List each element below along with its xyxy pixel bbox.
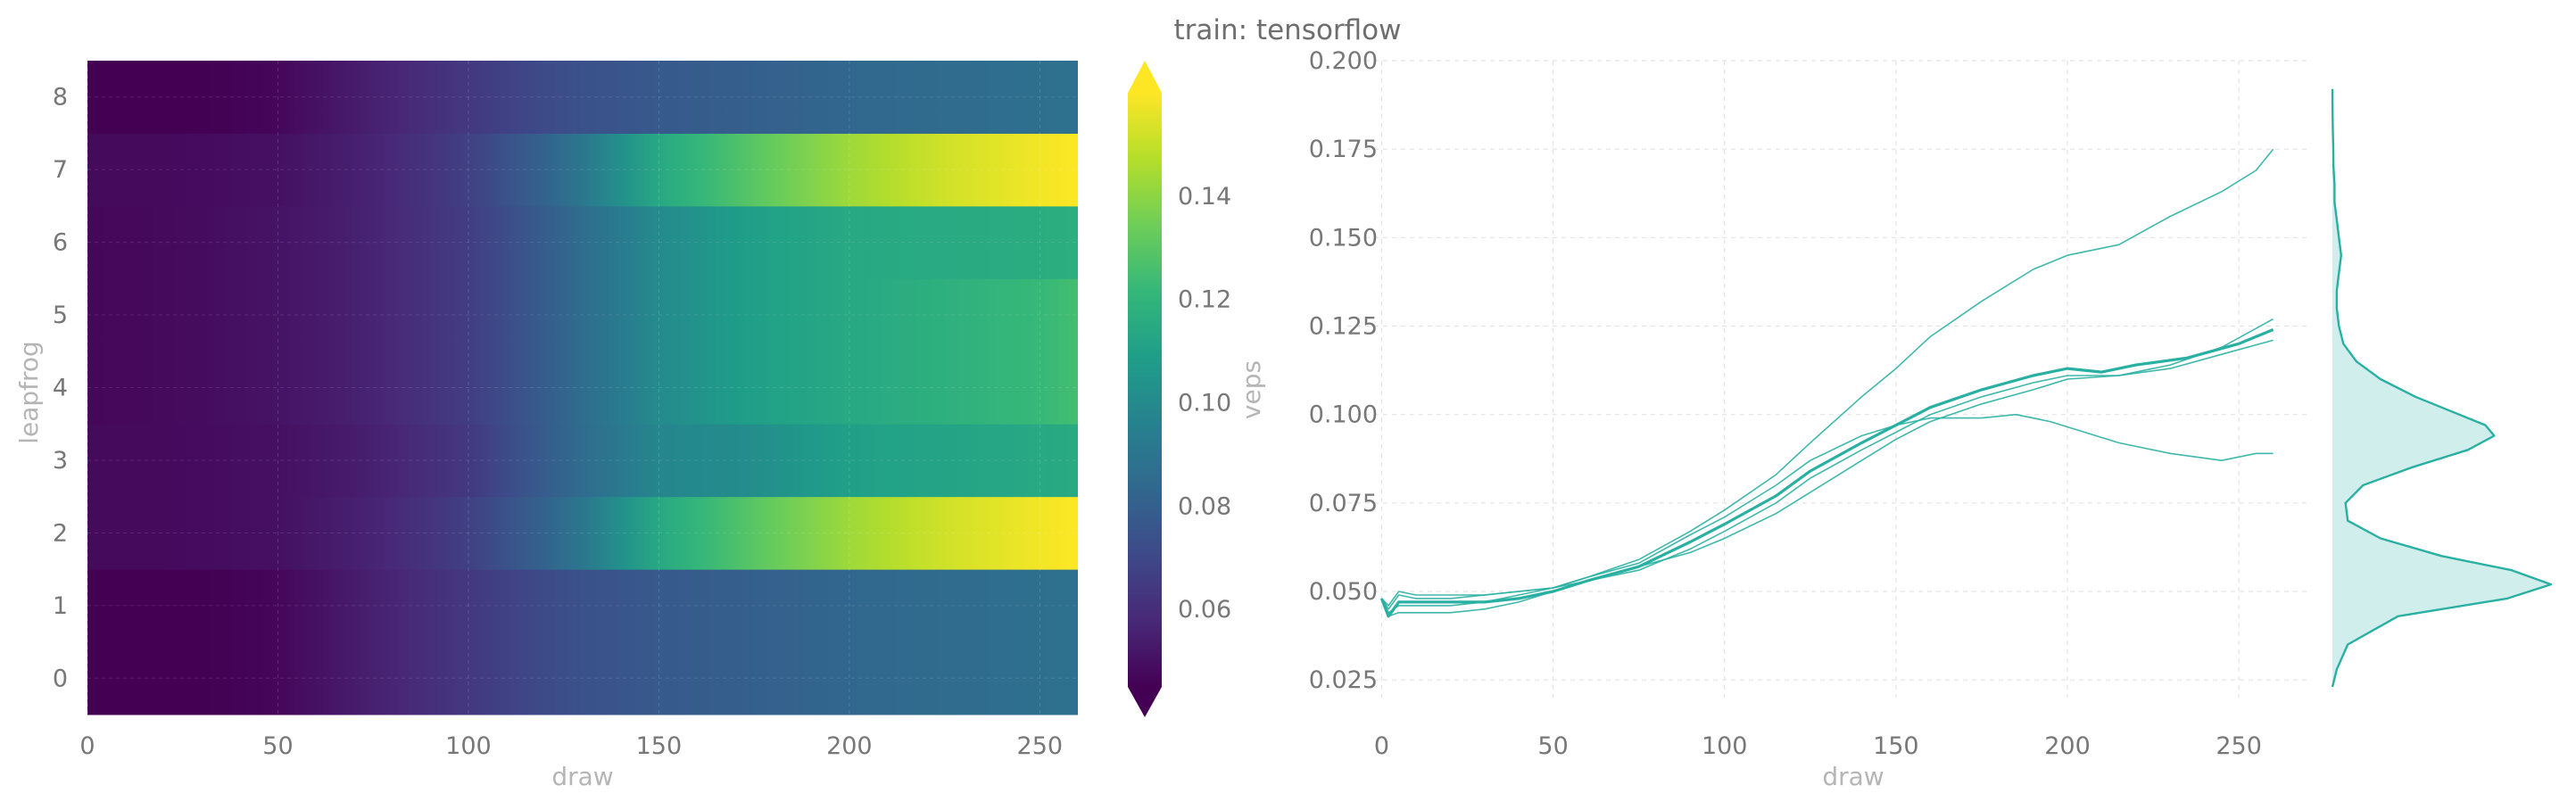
heatmap-y-tick-label: 8 [53, 84, 68, 112]
line-chart-x-ticks: 0 50 100 150 200 250 [1374, 732, 2262, 760]
heatmap-row-7 [87, 133, 1078, 207]
line-chart-series [1379, 148, 2274, 618]
line-series-4 [1380, 318, 2274, 617]
density-curve [2331, 88, 2553, 688]
heatmap-row-8 [87, 61, 1078, 134]
line-chart-y-tick-label: 0.050 [1309, 578, 1378, 606]
heatmap-cells [87, 61, 1078, 715]
heatmap-row-5 [87, 278, 1078, 352]
line-series-3 [1380, 339, 2274, 614]
heatmap-row-0 [87, 641, 1078, 715]
line-chart-x-tick-label: 200 [2044, 732, 2091, 760]
heatmap-y-tick-label: 5 [53, 302, 68, 329]
line-chart-panel: 0 50 100 150 200 250 0.025 0.050 0.075 0.100 0.12… [1309, 47, 2307, 791]
heatmap-row-6 [87, 205, 1078, 279]
line-chart-y-tick-label: 0.175 [1309, 136, 1378, 163]
line-chart-y-tick-label: 0.200 [1309, 47, 1378, 75]
colorbar-label: veps [1237, 360, 1266, 419]
colorbar: 0.06 0.08 0.10 0.12 0.14 veps [1128, 61, 1266, 717]
heatmap-row-2 [87, 496, 1078, 570]
line-chart-y-tick-label: 0.025 [1309, 666, 1378, 694]
line-chart-x-tick-label: 150 [1873, 732, 1919, 760]
heatmap-x-tick-label: 100 [445, 732, 492, 760]
heatmap-row-4 [87, 351, 1078, 425]
heatmap-row-3 [87, 424, 1078, 498]
heatmap-y-tick-label: 3 [53, 447, 68, 475]
colorbar-tick-label: 0.14 [1178, 183, 1231, 211]
heatmap-y-tick-label: 4 [53, 375, 68, 402]
heatmap-y-axis-label: leapfrog [14, 341, 44, 444]
line-chart-x-axis-label: draw [1822, 762, 1884, 791]
heatmap-x-tick-label: 200 [826, 732, 873, 760]
line-series-1 [1380, 148, 2274, 607]
density-fill [2332, 88, 2551, 688]
colorbar-tick-label: 0.12 [1178, 286, 1231, 314]
heatmap-x-tick-label: 0 [79, 732, 95, 760]
heatmap-x-tick-label: 50 [262, 732, 293, 760]
density-panel [2331, 88, 2553, 688]
heatmap-y-ticks: 0 1 2 3 4 5 6 7 8 [53, 84, 68, 693]
colorbar-max-extend [1128, 61, 1162, 93]
heatmap-y-tick-label: 7 [53, 156, 68, 184]
heatmap-y-tick-label: 1 [53, 592, 68, 620]
line-chart-x-tick-label: 250 [2216, 732, 2262, 760]
heatmap-x-tick-label: 250 [1017, 732, 1064, 760]
line-chart-y-ticks: 0.025 0.050 0.075 0.100 0.125 0.150 0.175 0.200 [1309, 47, 1378, 694]
line-chart-y-tick-label: 0.075 [1309, 490, 1378, 517]
line-chart-x-tick-label: 100 [1702, 732, 1748, 760]
colorbar-ticks: 0.06 0.08 0.10 0.12 0.14 [1178, 183, 1231, 624]
heatmap-y-tick-label: 0 [53, 665, 68, 692]
heatmap-panel: 0 50 100 150 200 250 0 1 2 3 4 5 6 7 8 draw leapfrog [14, 61, 1078, 791]
heatmap-x-tick-label: 150 [636, 732, 683, 760]
heatmap-x-ticks: 0 50 100 150 200 250 [79, 732, 1063, 760]
line-chart-x-tick-label: 0 [1374, 732, 1389, 760]
line-chart-y-tick-label: 0.125 [1309, 313, 1378, 341]
colorbar-tick-label: 0.06 [1178, 596, 1231, 624]
heatmap-row-1 [87, 569, 1078, 643]
line-chart-x-tick-label: 50 [1537, 732, 1568, 760]
figure-title: train: tensorflow [1173, 14, 1401, 46]
line-series-2 [1380, 413, 2274, 610]
heatmap-y-tick-label: 2 [53, 519, 68, 547]
heatmap-x-axis-label: draw [551, 762, 613, 791]
colorbar-min-extend [1128, 687, 1162, 717]
line-chart-y-tick-label: 0.100 [1309, 401, 1378, 429]
line-chart-y-tick-label: 0.150 [1309, 224, 1378, 252]
heatmap-y-tick-label: 6 [53, 229, 68, 257]
line-series-mean [1379, 328, 2274, 618]
colorbar-tick-label: 0.10 [1178, 389, 1231, 417]
colorbar-bar [1128, 93, 1162, 687]
colorbar-tick-label: 0.08 [1178, 492, 1231, 520]
heatmap-grid [87, 61, 1078, 715]
